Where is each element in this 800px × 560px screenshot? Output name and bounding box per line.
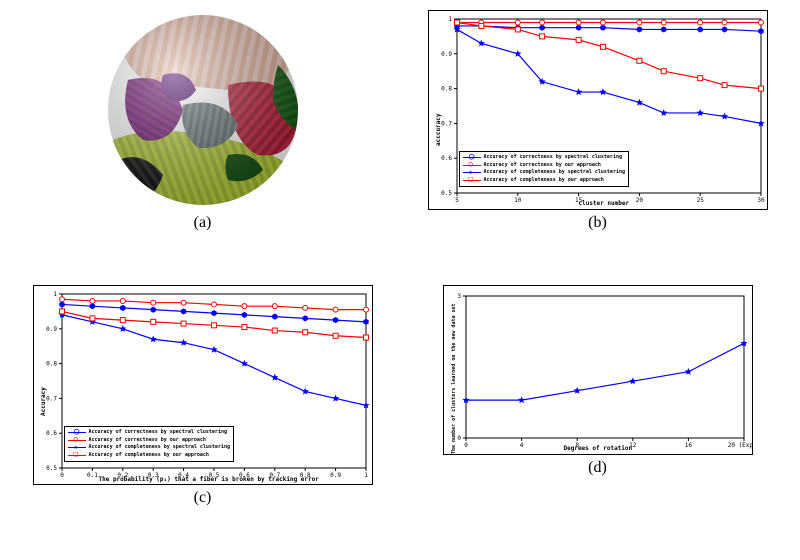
svg-text:0.9: 0.9 [441, 51, 452, 58]
svg-text:0: 0 [60, 472, 64, 479]
svg-text:0.7: 0.7 [441, 120, 452, 127]
xlabel-b: cluster number [579, 200, 630, 207]
svg-text:0.8: 0.8 [441, 86, 452, 93]
svg-text:0.1: 0.1 [86, 472, 97, 479]
xlabel-d: Degrees of rotation [564, 445, 633, 452]
legend-label: Accuracy of correctness by our approach [89, 437, 206, 445]
legend-item: □Accuracy of completeness by our approac… [68, 452, 230, 460]
legend-item: ★Accuracy of completeness by spectral cl… [68, 444, 230, 452]
svg-text:10: 10 [514, 197, 522, 204]
legend-item: □Accuracy of completeness by our approac… [463, 177, 625, 185]
chart-c: 00.10.20.30.40.50.60.70.80.910.50.60.70.… [33, 285, 373, 485]
fiber-sphere-render [88, 10, 318, 210]
svg-text:3: 3 [457, 293, 461, 300]
legend-item: ○Accuracy of correctness by our approach [68, 437, 230, 445]
caption-c: (c) [194, 489, 212, 507]
svg-text:0.9: 0.9 [46, 326, 57, 333]
xlabel-c: The probability (p₁) that a fiber is bro… [99, 476, 319, 483]
legend-label: Accuracy of completeness by spectral clu… [484, 169, 625, 177]
panel-b: 510152025300.50.60.70.80.91 acccuracy cl… [405, 10, 790, 275]
svg-text:0: 0 [464, 442, 468, 449]
legend-item: ⬡Accuracy of correctness by spectral clu… [68, 429, 230, 437]
legend-label: Accuracy of correctness by our approach [484, 162, 601, 170]
svg-text:25: 25 [696, 197, 704, 204]
panel-a: (a) [10, 10, 395, 275]
svg-text:20: 20 [635, 197, 643, 204]
svg-text:0.5: 0.5 [46, 465, 57, 472]
legend-label: Accuracy of completeness by our approach [484, 177, 604, 185]
legend-label: Accuracy of completeness by our approach [89, 452, 209, 460]
ylabel-d: The number of clusters learned on the ne… [451, 303, 457, 454]
svg-text:4: 4 [519, 442, 523, 449]
svg-text:5: 5 [455, 197, 459, 204]
ylabel-c: Accuracy [40, 387, 47, 416]
legend-c: ⬡Accuracy of correctness by spectral clu… [64, 426, 234, 462]
chart-b: 510152025300.50.60.70.80.91 acccuracy cl… [428, 10, 768, 210]
svg-text:0.9: 0.9 [330, 472, 341, 479]
svg-text:20 (Exp.): 20 (Exp.) [727, 442, 753, 449]
caption-d: (d) [588, 459, 607, 477]
legend-item: ★Accuracy of completeness by spectral cl… [463, 169, 625, 177]
svg-text:16: 16 [684, 442, 692, 449]
svg-text:1: 1 [448, 16, 452, 23]
legend-label: Accuracy of completeness by spectral clu… [89, 444, 230, 452]
legend-label: Accuracy of correctness by spectral clus… [484, 154, 622, 162]
panel-c: 00.10.20.30.40.50.60.70.80.910.50.60.70.… [10, 285, 395, 550]
chart-d: 048121620 (Exp.)03 The number of cluster… [443, 285, 753, 455]
caption-b: (b) [588, 214, 607, 232]
legend-item: ○Accuracy of correctness by our approach [463, 162, 625, 170]
svg-text:0.6: 0.6 [46, 430, 57, 437]
svg-text:0: 0 [457, 435, 461, 442]
svg-text:0.7: 0.7 [46, 395, 57, 402]
caption-a: (a) [194, 214, 212, 232]
panel-d: 048121620 (Exp.)03 The number of cluster… [405, 285, 790, 550]
svg-text:1: 1 [53, 291, 57, 298]
svg-text:30: 30 [757, 197, 765, 204]
svg-text:1: 1 [364, 472, 368, 479]
legend-label: Accuracy of correctness by spectral clus… [89, 429, 227, 437]
legend-b: ⬡Accuracy of correctness by spectral clu… [459, 151, 629, 187]
svg-text:0.6: 0.6 [441, 155, 452, 162]
svg-text:0.8: 0.8 [46, 361, 57, 368]
ylabel-b: acccuracy [435, 113, 442, 146]
svg-text:0.5: 0.5 [441, 190, 452, 197]
legend-item: ⬡Accuracy of correctness by spectral clu… [463, 154, 625, 162]
